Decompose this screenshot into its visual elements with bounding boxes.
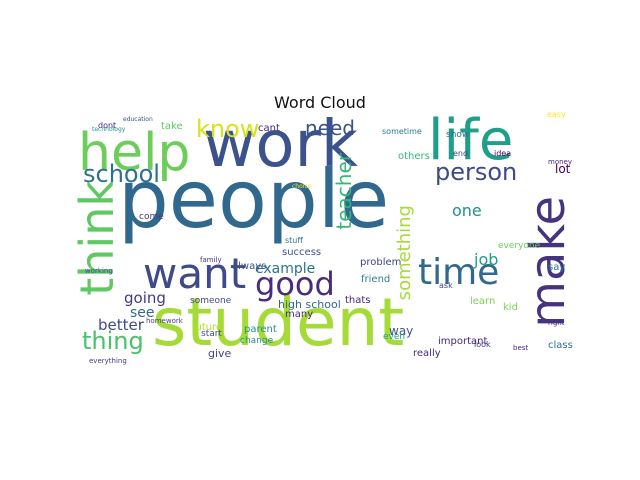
word-working: working <box>85 267 113 275</box>
word-something: something <box>394 205 415 301</box>
word-everything: everything <box>89 357 127 365</box>
word-work: work <box>203 108 358 182</box>
word-technology: technology <box>92 126 126 133</box>
word-someone: someone <box>190 296 232 306</box>
word-money: money <box>548 158 572 166</box>
word-people: people <box>118 153 390 246</box>
word-education: education <box>123 116 153 123</box>
word-want: want <box>143 249 247 298</box>
word-one: one <box>452 201 482 220</box>
word-know: know <box>196 115 260 143</box>
word-going: going <box>124 289 166 307</box>
word-important: important <box>438 336 488 347</box>
word-easy: easy <box>547 110 566 119</box>
word-thing: thing <box>82 327 144 355</box>
word-come: come <box>139 212 164 222</box>
word-problem: problem <box>360 257 402 268</box>
word-even: even <box>383 332 406 342</box>
word-student: student <box>152 284 405 361</box>
word-see: see <box>130 305 155 321</box>
word-friend: friend <box>361 274 391 285</box>
word-ask: ask <box>439 281 453 290</box>
word-look: look <box>474 340 491 349</box>
word-dont: dont <box>98 121 117 130</box>
word-stuff: stuff <box>285 236 303 245</box>
word-need: need <box>305 116 355 140</box>
word-kid: kid <box>503 302 518 313</box>
word-learn: learn <box>470 296 496 307</box>
word-class: class <box>548 340 573 351</box>
word-best: best <box>513 344 529 352</box>
word-change: change <box>240 336 274 346</box>
word-thats: thats <box>345 295 371 306</box>
word-school: school <box>83 160 160 188</box>
word-others: others <box>398 151 430 162</box>
word-person: person <box>435 158 518 186</box>
word-sometime: sometime <box>382 127 422 136</box>
word-many: many <box>285 309 314 320</box>
word-parent: parent <box>244 324 277 335</box>
word-think: think <box>70 180 124 296</box>
word-right: right <box>548 319 565 327</box>
word-cant: cant <box>258 123 280 134</box>
word-job: job <box>474 250 499 269</box>
word-show: show <box>446 130 470 140</box>
word-end: end <box>453 149 469 158</box>
word-everyone: everyone <box>498 241 541 251</box>
word-way: way <box>389 324 414 338</box>
word-take: take <box>161 121 183 132</box>
word-start: start <box>201 329 222 339</box>
word-high-school: high school <box>278 298 341 311</box>
word-help: help <box>78 123 191 183</box>
word-really: really <box>413 348 441 359</box>
word-time: time <box>418 252 500 293</box>
word-future: future <box>192 322 223 333</box>
word-homework: homework <box>146 317 183 325</box>
word-family: family <box>200 256 222 264</box>
word-choice: choice <box>292 183 312 190</box>
word-idea: idea <box>494 149 512 158</box>
word-success: success <box>282 247 322 258</box>
word-good: good <box>255 265 335 303</box>
word-always: always <box>232 261 267 272</box>
word-life: life <box>428 108 514 173</box>
chart-title: Word Cloud <box>274 93 366 112</box>
word-better: better <box>98 316 144 334</box>
word-lot: lot <box>555 162 571 176</box>
word-example: example <box>255 261 316 277</box>
word-give: give <box>208 347 232 360</box>
word-teacher: teacher <box>332 153 356 230</box>
word-say: say <box>548 262 566 273</box>
